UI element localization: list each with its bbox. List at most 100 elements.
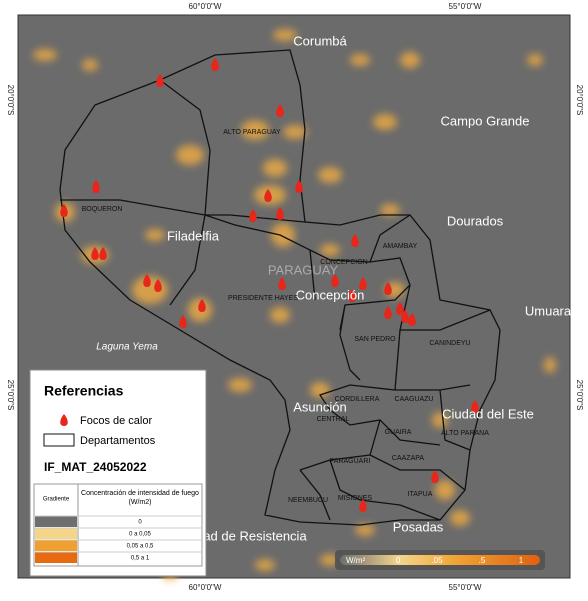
place-label: Posadas [393,519,444,534]
heat-spot [82,59,98,71]
heat-spot [271,223,295,247]
lon-label: 60°0'0"W [189,583,222,592]
heat-spot [355,524,375,536]
fire-icon [99,247,107,260]
place-label: Asunción [293,399,346,414]
place-label: PARAGUAY [268,262,339,277]
fire-icon [471,400,479,413]
place-label: Concepción [296,287,365,302]
place-label: Filadelfia [167,228,220,243]
department-label: CAAGUAZU [395,396,434,403]
heat-spot [273,29,297,41]
fire-icon [60,204,68,217]
place-label: Umuara [525,303,572,318]
lat-label: 25°0'0"S [575,380,584,411]
gradient-swatch [35,540,77,551]
place-label: Ciudad del Este [442,406,534,421]
fire-icon [179,315,187,328]
heat-spot [270,307,290,323]
fire-icon [278,277,286,290]
heat-spot [283,125,307,139]
place-label: Dourados [447,213,504,228]
fire-icon [154,279,162,292]
fire-icon [359,277,367,290]
heat-spot [400,52,420,68]
colorbar [340,555,540,565]
heat-spot [380,204,400,216]
department-label: NEEMBUCU [288,497,328,504]
heat-spot [176,145,204,165]
colorbar-unit: W/m² [346,556,365,565]
place-label: Corumbá [293,33,347,48]
fire-icon [384,282,392,295]
fire-icon [211,58,219,71]
place-label: ad de Resistencia [203,528,307,543]
heat-spot [145,229,165,241]
department-label: CORDILLERA [335,396,380,403]
lat-label: 25°0'0"S [6,380,15,411]
department-label: BOQUERON [82,206,123,213]
heat-spot [33,49,57,61]
department-label: ALTO PARANA [441,430,489,437]
lon-label: 55°0'0"W [449,2,482,11]
fire-icon [431,470,439,483]
fire-icon [143,274,151,287]
fire-icon [264,189,272,202]
lat-label: 20°0'0"S [575,85,584,116]
fire-icon [396,302,404,315]
fire-icon [91,247,99,260]
heat-spot [318,167,342,183]
fire-icon [249,209,257,222]
fire-icon [331,274,339,287]
department-label: CONCEPCION [320,259,367,266]
legend-fires: Focos de calor [80,415,152,427]
colorbar-label: .05 [431,556,443,565]
colorbar-label: 1 [519,556,524,565]
colorbar-label: .5 [479,556,486,565]
table-header: Gradiente [43,497,70,503]
department-label: CAAZAPA [392,455,424,462]
department-label: SAN PEDRO [354,336,396,343]
fire-icon [276,207,284,220]
legend-fire [60,414,68,426]
department-label: PRESIDENTE HAYES [228,295,298,302]
heat-spot [527,54,543,66]
department-label: PARAGUARI [330,458,371,465]
fire-icon [156,74,164,87]
fire-icon [384,306,392,319]
table-row: 0,5 a 1 [131,556,150,562]
legend-table [33,483,203,567]
heat-spot [241,120,269,140]
heat-spot [228,378,252,392]
colorbar-label: 0 [396,556,401,565]
fire-icon [348,289,356,302]
table-row: 0 a 0,05 [129,532,151,538]
table-header-wrap: Concentración de intensidad de fuego (W/… [81,490,199,506]
fire-icon [359,499,367,512]
department-label: CENTRAL [317,416,350,423]
gradient-swatch [35,528,77,539]
lat-label: 20°0'0"S [6,85,15,116]
department-label: AMAMBAY [383,243,418,250]
department-borders [59,49,501,526]
department-label: ALTO PARAGUAY [223,129,281,136]
legend-dept-swatch [43,433,75,447]
fire-icon [351,234,359,247]
fire-icon [401,310,409,323]
fire-icon [198,299,206,312]
fire-icon [276,104,284,117]
heat-spot [544,357,556,373]
gradient-swatch [35,516,77,527]
fire-icon [92,180,100,193]
heat-spot [320,244,340,256]
department-label: ITAPUA [408,491,433,498]
heat-spot [373,114,397,130]
legend-departments: Departamentos [80,435,156,447]
heat-spot [435,480,455,500]
table-row: 0 [138,520,142,526]
fire-icon [295,180,303,193]
department-label: GUAIRA [385,429,412,436]
fire-icon [408,313,416,326]
department-label: MISIONES [338,495,373,502]
